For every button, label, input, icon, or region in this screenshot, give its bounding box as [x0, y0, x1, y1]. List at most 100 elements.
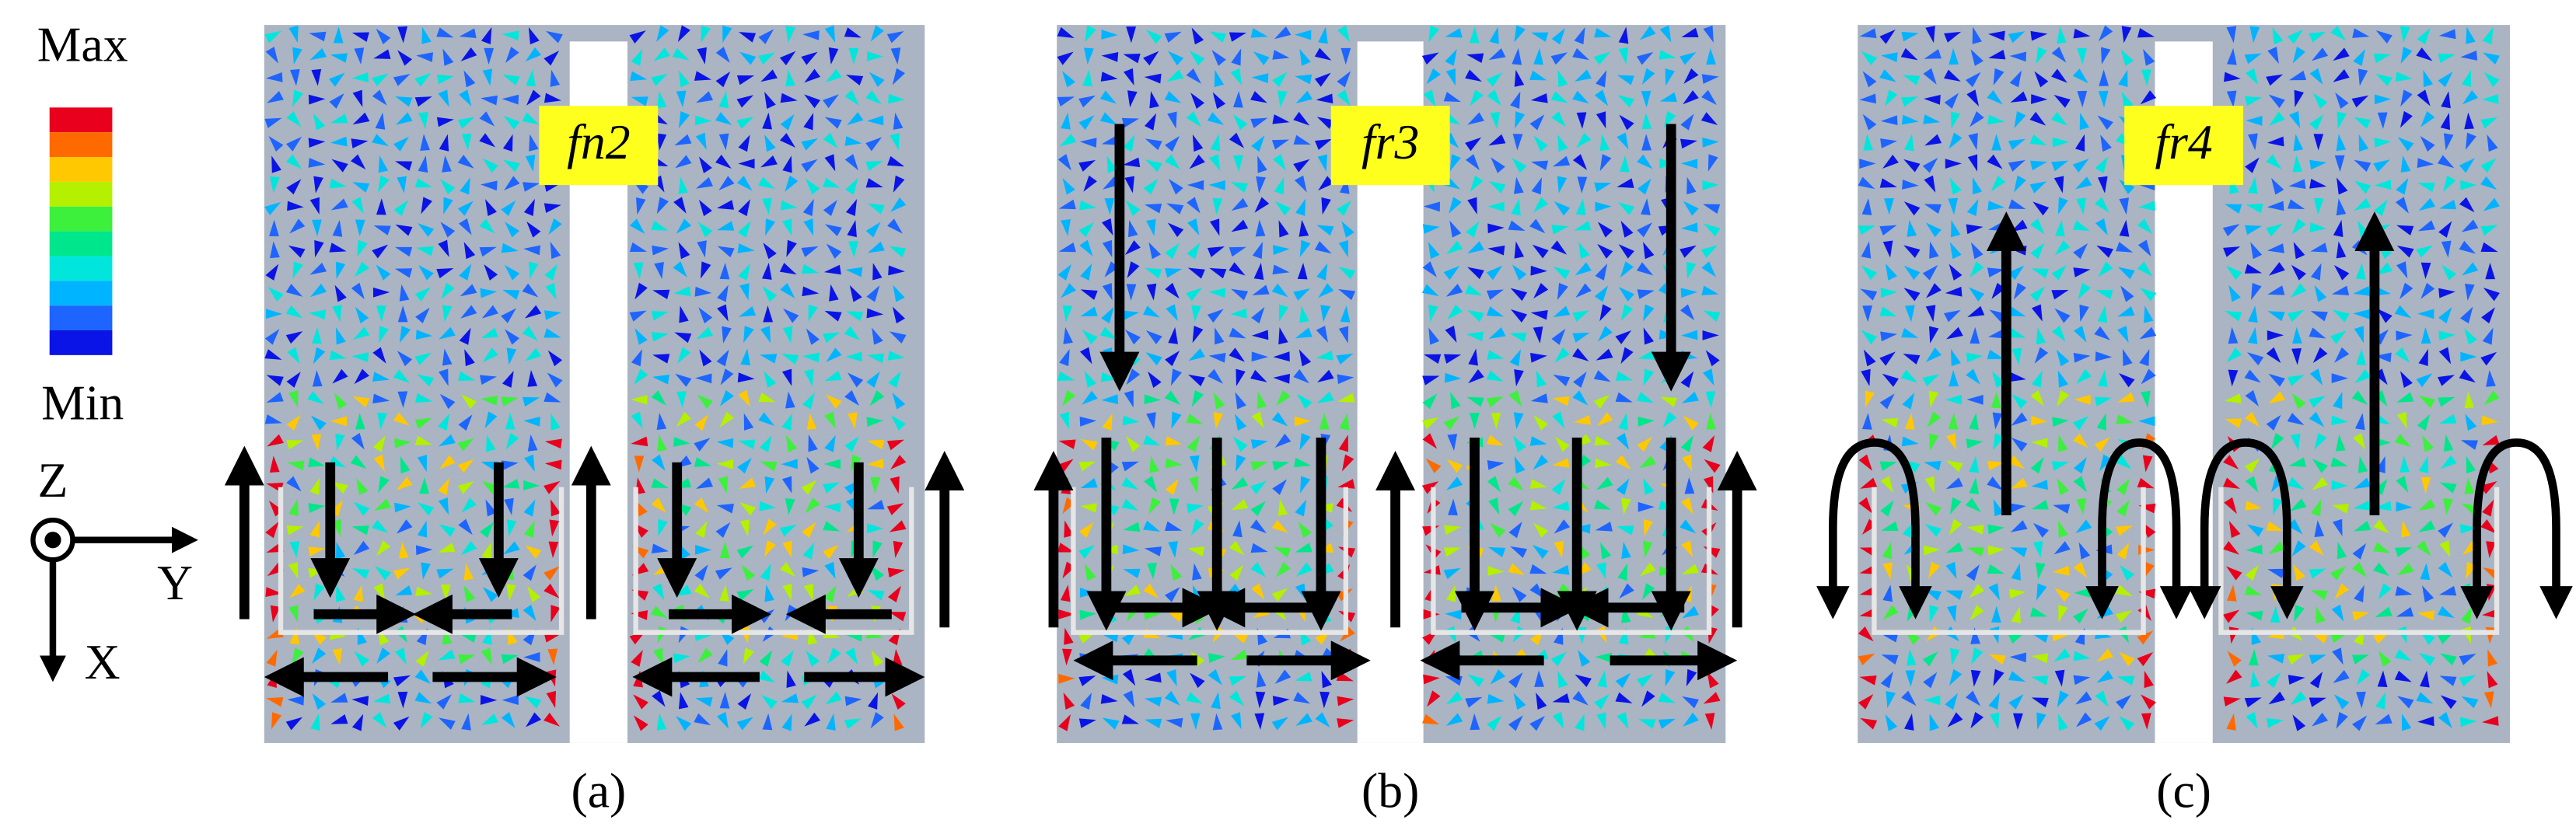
current-vector — [866, 115, 884, 126]
current-vector — [1250, 562, 1266, 578]
current-vector — [458, 371, 476, 382]
current-vector — [2394, 670, 2412, 682]
current-vector — [866, 523, 884, 534]
current-vector — [1508, 389, 1522, 407]
current-vector — [2034, 71, 2049, 88]
current-vector — [2246, 524, 2264, 537]
current-vector — [1144, 546, 1162, 557]
current-vector — [1620, 155, 1630, 173]
current-vector — [1316, 263, 1328, 281]
current-vector — [313, 176, 323, 194]
current-vector — [2354, 369, 2372, 383]
current-vector — [505, 413, 516, 430]
current-vector — [890, 415, 907, 431]
current-vector — [2395, 547, 2413, 557]
current-vector — [309, 262, 327, 275]
current-vector — [1901, 690, 1917, 707]
current-vector — [844, 136, 862, 146]
current-vector — [1299, 239, 1311, 257]
current-vector — [414, 178, 433, 188]
current-vector — [1294, 175, 1307, 193]
current-vector — [1102, 413, 1113, 431]
current-vector — [738, 32, 757, 43]
current-vector — [1126, 284, 1137, 301]
current-loop — [2187, 438, 2304, 619]
current-vector — [2094, 197, 2109, 213]
current-vector — [698, 199, 712, 217]
current-vector — [1575, 674, 1592, 687]
current-vector — [2330, 25, 2346, 41]
current-vector — [694, 414, 709, 431]
current-vector — [501, 460, 519, 470]
current-vector — [737, 221, 751, 238]
current-vector — [2293, 242, 2305, 260]
current-vector — [2480, 158, 2497, 173]
current-vector — [2074, 176, 2092, 190]
current-vector — [309, 520, 320, 538]
current-vector — [1903, 75, 1921, 85]
current-vector — [2245, 501, 2263, 511]
current-vector — [1554, 201, 1571, 216]
current-vector — [2464, 477, 2475, 494]
current-vector — [763, 305, 774, 323]
current-vector — [1533, 197, 1549, 213]
current-vector — [1062, 305, 1073, 323]
current-vector — [2333, 694, 2350, 710]
current-vector — [2396, 177, 2409, 195]
current-vector — [2418, 197, 2436, 211]
current-vector — [1966, 89, 1980, 106]
current-vector — [1060, 584, 1071, 602]
current-vector — [1251, 330, 1269, 340]
current-vector — [329, 178, 347, 189]
current-vector — [2465, 414, 2477, 431]
current-vector — [2098, 261, 2113, 277]
current-vector — [631, 96, 648, 106]
current-vector — [1575, 283, 1592, 298]
current-vector — [2399, 371, 2413, 388]
current-vector — [1901, 114, 1919, 125]
current-vector — [1572, 347, 1589, 361]
current-vector — [1575, 714, 1585, 731]
current-vector — [1465, 696, 1483, 708]
current-vector — [2464, 112, 2474, 130]
current-vector — [1858, 497, 1873, 514]
current-vector — [331, 481, 348, 494]
current-vector — [1949, 263, 1963, 281]
current-vector — [2487, 671, 2498, 689]
current-vector — [1861, 51, 1878, 66]
current-vector — [758, 412, 775, 426]
current-vector — [414, 287, 431, 302]
current-vector — [2013, 713, 2023, 730]
current-vector — [764, 134, 776, 152]
current-vector — [785, 69, 795, 87]
current-vector — [887, 155, 905, 167]
current-vector — [1063, 693, 1075, 710]
current-vector — [2309, 671, 2323, 689]
current-vector — [652, 354, 670, 364]
current-vector — [764, 540, 777, 557]
current-vector — [436, 267, 454, 279]
current-vector — [1949, 518, 1963, 536]
current-vector — [1680, 435, 1693, 452]
current-vector — [1272, 154, 1286, 171]
current-vector — [1422, 393, 1438, 410]
current-vector — [760, 155, 778, 168]
current-vector — [1858, 694, 1874, 710]
current-vector — [2400, 155, 2411, 173]
current-vector — [1596, 712, 1606, 730]
current-vector — [1467, 112, 1484, 125]
current-vector — [2120, 285, 2134, 302]
current-vector — [529, 134, 539, 152]
current-vector — [292, 89, 304, 107]
current-vector — [1187, 267, 1205, 279]
current-vector — [414, 692, 432, 704]
current-vector — [2417, 309, 2434, 319]
current-vector — [1080, 693, 1092, 710]
current-vector — [2401, 714, 2412, 731]
current-vector — [414, 417, 432, 429]
current-vector — [1252, 284, 1270, 295]
current-vector — [736, 717, 753, 731]
current-vector — [1059, 349, 1070, 367]
current-vector — [2008, 455, 2025, 469]
current-vector — [265, 522, 279, 539]
